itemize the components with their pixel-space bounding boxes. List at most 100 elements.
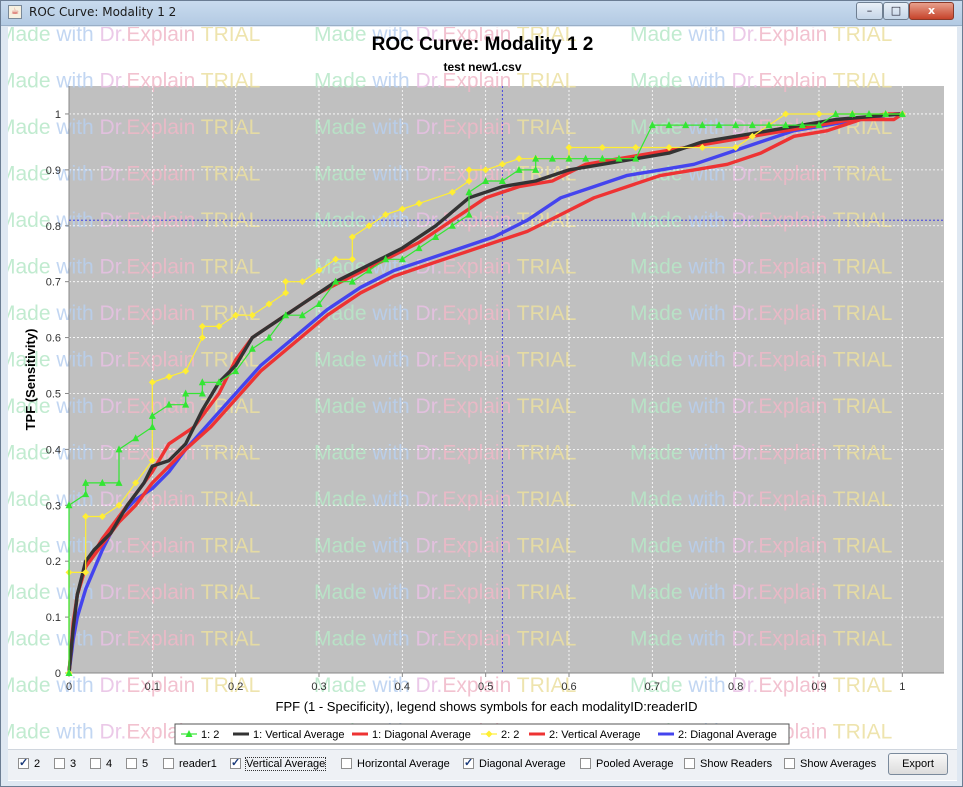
minimize-button[interactable]: – xyxy=(856,2,883,20)
watermark-text: Made with Dr.Explain TRIAL xyxy=(8,674,260,697)
watermark-part: Explain xyxy=(442,488,511,511)
watermark-part: Dr. xyxy=(410,674,443,697)
watermark-part: Dr. xyxy=(410,163,443,186)
checkbox-box[interactable] xyxy=(54,758,65,769)
checkbox-5[interactable]: 5 xyxy=(126,758,148,772)
watermark-part: Explain xyxy=(442,163,511,186)
watermark-text: Made with Dr.Explain TRIAL xyxy=(630,488,892,511)
diamond-marker xyxy=(782,110,790,118)
checkbox-box[interactable] xyxy=(341,758,352,769)
triangle-marker xyxy=(748,121,756,129)
checkbox-box[interactable] xyxy=(18,756,29,769)
diamond-marker xyxy=(465,177,473,185)
watermark-part: Explain xyxy=(126,163,195,186)
checkbox-box[interactable] xyxy=(784,758,795,769)
watermark-part: Explain xyxy=(126,209,195,232)
watermark-text: Made with Dr.Explain TRIAL xyxy=(8,70,260,93)
legend-label: 2: 2 xyxy=(501,729,519,741)
watermark-text: Made with Dr.Explain TRIAL xyxy=(8,302,260,325)
x-axis-label: FPF (1 - Specificity), legend shows symb… xyxy=(276,699,698,714)
diamond-marker xyxy=(398,205,406,213)
checkbox-vertical-average[interactable]: Vertical Average xyxy=(230,756,327,772)
triangle-marker xyxy=(665,121,673,129)
watermark-part: Made xyxy=(630,27,683,46)
triangle-marker xyxy=(82,490,90,498)
checkbox-box[interactable] xyxy=(230,756,241,769)
checkbox-box[interactable] xyxy=(684,758,695,769)
watermark-part: TRIAL xyxy=(195,70,260,93)
watermark-part: Dr. xyxy=(410,628,443,651)
watermark-part: with xyxy=(683,488,726,511)
y-tick-label: 0.4 xyxy=(46,444,61,456)
checkbox-horizontal-average[interactable]: Horizontal Average xyxy=(341,758,450,772)
diamond-marker xyxy=(315,266,323,274)
watermark-part: Explain xyxy=(442,628,511,651)
watermark-part: TRIAL xyxy=(195,488,260,511)
watermark-part: with xyxy=(51,116,94,139)
watermark-part: Made xyxy=(314,349,367,372)
watermark-text: Made with Dr.Explain TRIAL xyxy=(314,116,576,139)
watermark-part: Dr. xyxy=(410,70,443,93)
diamond-marker xyxy=(215,322,223,330)
checkbox-box[interactable] xyxy=(126,758,137,769)
watermark-part: with xyxy=(683,395,726,418)
checkbox-diagonal-average[interactable]: Diagonal Average xyxy=(463,756,566,772)
watermark-part: Dr. xyxy=(726,442,759,465)
triangle-marker xyxy=(198,389,206,397)
triangle-marker xyxy=(315,300,323,308)
export-button[interactable]: Export xyxy=(888,753,948,775)
checkbox-box[interactable] xyxy=(90,758,101,769)
watermark-part: Dr. xyxy=(94,581,127,604)
watermark-part: Made xyxy=(630,488,683,511)
close-button[interactable]: x xyxy=(909,2,954,20)
watermark-part: Explain xyxy=(442,256,511,279)
watermark-part: Dr. xyxy=(410,349,443,372)
checkbox-4[interactable]: 4 xyxy=(90,758,112,772)
watermark-text: Made with Dr.Explain TRIAL xyxy=(314,535,576,558)
watermark-part: with xyxy=(51,535,94,558)
watermark-text: Made with Dr.Explain TRIAL xyxy=(8,395,260,418)
watermark-part: TRIAL xyxy=(827,721,892,744)
watermark-text: Made with Dr.Explain TRIAL xyxy=(630,302,892,325)
watermark-part: Explain xyxy=(126,674,195,697)
checkbox-box[interactable] xyxy=(580,758,591,769)
watermark-part: Dr. xyxy=(726,70,759,93)
diamond-marker xyxy=(148,378,156,386)
watermark-part: Dr. xyxy=(94,116,127,139)
watermark-part: Explain xyxy=(442,70,511,93)
watermark-part: Dr. xyxy=(94,721,127,744)
watermark-part: Explain xyxy=(126,70,195,93)
title-bar[interactable]: ☕ ROC Curve: Modality 1 2 – □ x xyxy=(1,1,962,26)
watermark-part: TRIAL xyxy=(827,628,892,651)
watermark-text: Made with Dr.Explain TRIAL xyxy=(630,442,892,465)
watermark-text: Made with Dr.Explain TRIAL xyxy=(630,395,892,418)
watermark-part: Explain xyxy=(758,27,827,46)
checkbox-3[interactable]: 3 xyxy=(54,758,76,772)
watermark-part: TRIAL xyxy=(827,395,892,418)
triangle-marker xyxy=(882,109,890,117)
diamond-marker xyxy=(198,322,206,330)
diamond-marker xyxy=(598,143,606,151)
triangle-marker xyxy=(465,188,473,196)
checkbox-pooled-average[interactable]: Pooled Average xyxy=(580,758,673,772)
checkbox-show-averages[interactable]: Show Averages xyxy=(784,758,876,772)
y-tick-label: 0.5 xyxy=(46,388,61,400)
triangle-marker xyxy=(115,478,123,486)
diamond-marker xyxy=(248,311,256,319)
maximize-button[interactable]: □ xyxy=(883,2,909,20)
watermark-part: TRIAL xyxy=(511,116,576,139)
checkbox-box[interactable] xyxy=(463,756,474,769)
checkbox-box[interactable] xyxy=(163,758,174,769)
triangle-marker xyxy=(532,165,540,173)
watermark-part: Made xyxy=(8,581,51,604)
y-tick-label: 0.3 xyxy=(46,500,61,512)
checkbox-reader1[interactable]: reader1 xyxy=(163,758,217,772)
checkbox-2[interactable]: 2 xyxy=(18,756,40,772)
triangle-marker xyxy=(732,121,740,129)
triangle-marker xyxy=(215,378,223,386)
watermark-part: Made xyxy=(8,116,51,139)
watermark-part: TRIAL xyxy=(827,27,892,46)
watermark-part: with xyxy=(683,302,726,325)
checkbox-show-readers[interactable]: Show Readers xyxy=(684,758,772,772)
